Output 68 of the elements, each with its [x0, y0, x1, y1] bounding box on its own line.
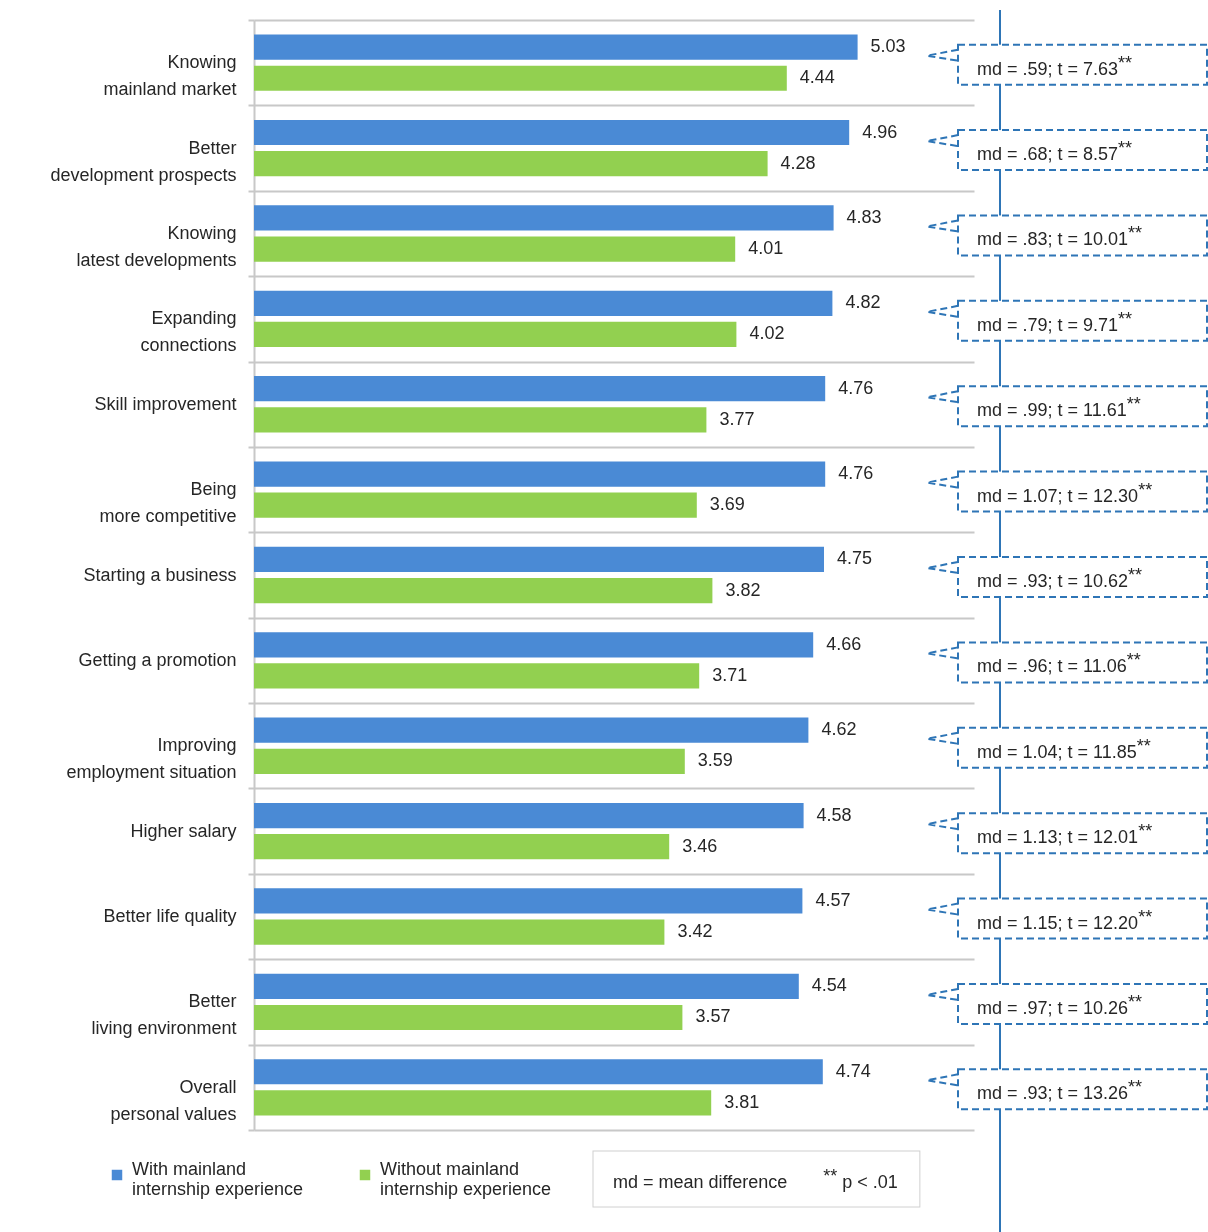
y-tick-label: Knowing latest developments	[76, 222, 237, 270]
legend-label: With mainland internship experience	[132, 1159, 304, 1199]
bar	[254, 461, 826, 487]
data-label: 4.28	[780, 152, 816, 173]
bar	[254, 577, 713, 604]
data-label: 4.44	[799, 67, 835, 88]
bar	[254, 407, 707, 433]
data-label: 3.77	[719, 408, 755, 429]
bar	[254, 632, 814, 658]
data-label: 3.57	[695, 1006, 731, 1027]
y-tick-label: Better living environment	[91, 991, 237, 1039]
bar	[254, 1004, 683, 1031]
data-label: 4.01	[748, 238, 784, 259]
bar	[254, 802, 804, 829]
data-label: 4.76	[838, 377, 874, 398]
y-tick-label: Getting a promotion	[78, 649, 237, 670]
y-tick-label: Overall personal values	[110, 1076, 237, 1124]
data-label: 4.66	[826, 633, 862, 654]
bar	[254, 834, 670, 860]
y-tick-label: Improving employment situation	[66, 735, 237, 783]
data-label: 4.96	[862, 121, 898, 142]
bar	[254, 492, 697, 518]
y-tick-label: Being more competitive	[99, 479, 237, 527]
y-tick-label: Skill improvement	[94, 393, 237, 414]
y-tick-label: Knowing mainland market	[103, 52, 237, 100]
bar	[254, 717, 809, 743]
bar	[254, 663, 700, 689]
bar	[254, 1090, 712, 1116]
bar	[254, 119, 850, 146]
bar	[254, 919, 665, 945]
data-label: 3.59	[697, 750, 733, 771]
bar	[254, 290, 833, 316]
data-label: 3.71	[712, 664, 748, 685]
data-label: 4.54	[811, 975, 847, 996]
bar	[254, 205, 834, 231]
bar	[254, 65, 787, 91]
data-label: 4.58	[816, 804, 852, 825]
data-label: 4.57	[815, 889, 851, 910]
bar	[254, 321, 737, 348]
bar	[254, 1059, 823, 1085]
text: md = mean difference	[613, 1172, 788, 1192]
y-tick-label: Better development prospects	[50, 137, 237, 185]
data-label: 4.75	[837, 548, 873, 569]
y-tick-label: Starting a business	[83, 564, 237, 585]
bar	[254, 236, 736, 262]
legend-label: Without mainland internship experience	[380, 1159, 552, 1199]
y-tick-label: Higher salary	[130, 820, 237, 841]
data-label: 4.76	[838, 463, 874, 484]
bar	[254, 748, 685, 774]
data-label: 4.74	[835, 1060, 871, 1081]
bar	[254, 151, 768, 177]
data-label: 3.82	[725, 579, 761, 600]
data-label: 4.02	[749, 323, 785, 344]
data-label: 3.69	[709, 494, 745, 515]
data-label: 3.81	[724, 1091, 760, 1112]
bar	[254, 546, 824, 573]
data-label: 4.83	[846, 206, 882, 227]
bar	[254, 973, 799, 999]
data-label: 3.46	[682, 835, 718, 856]
data-label: 4.82	[845, 292, 881, 313]
bar	[254, 376, 826, 402]
y-tick-label: Expanding connections	[140, 308, 237, 356]
data-label: 5.03	[870, 36, 906, 57]
bar	[254, 888, 803, 914]
data-label: 3.42	[677, 921, 713, 942]
y-tick-label: Better life quality	[103, 906, 237, 927]
bar	[254, 34, 858, 60]
data-label: 4.62	[821, 719, 857, 740]
